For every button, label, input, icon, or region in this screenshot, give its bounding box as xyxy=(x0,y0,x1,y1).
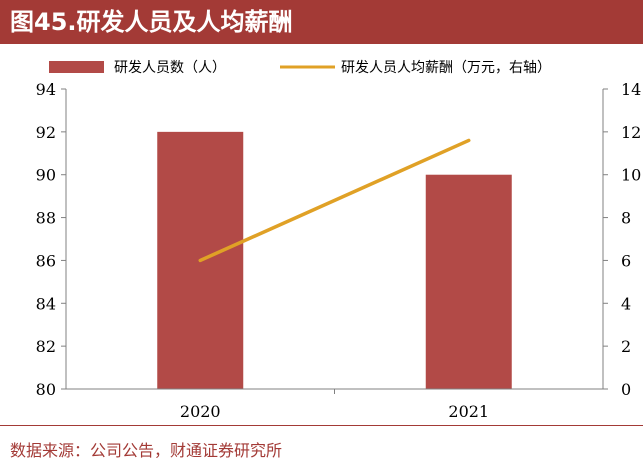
line-series-salary xyxy=(198,138,471,263)
title-bar: 图45.研发人员及人均薪酬 xyxy=(0,0,643,44)
source-note: 数据来源：公司公告，财通证券研究所 xyxy=(10,441,283,460)
y-right-tick-label: 2 xyxy=(621,337,631,356)
y-left-tick-label: 92 xyxy=(36,123,56,142)
y-left-tick-label: 90 xyxy=(36,166,56,185)
y-left-tick-label: 84 xyxy=(36,294,56,313)
chart-title: 图45.研发人员及人均薪酬 xyxy=(10,8,293,36)
y-right-tick-label: 10 xyxy=(621,166,641,185)
y-right-tick-label: 12 xyxy=(621,123,641,142)
y-right-tick-label: 8 xyxy=(621,209,631,228)
y-left-tick-label: 82 xyxy=(36,337,56,356)
y-left-tick-label: 86 xyxy=(36,251,56,270)
y-right-tick-label: 0 xyxy=(621,380,631,399)
legend-label-line: 研发人员人均薪酬（万元，右轴） xyxy=(341,60,551,76)
y-right-tick-label: 14 xyxy=(621,80,641,99)
bar-2021 xyxy=(425,174,512,389)
x-tick-label: 2020 xyxy=(180,402,221,421)
chart-area: 研发人员数（人） 研发人员人均薪酬（万元，右轴）80828486889092940… xyxy=(36,60,642,421)
y-right-tick-label: 4 xyxy=(621,294,631,313)
legend-swatch-bar xyxy=(49,61,104,73)
x-tick-label: 2021 xyxy=(448,402,489,421)
y-left-tick-label: 80 xyxy=(36,380,56,399)
y-left-tick-label: 94 xyxy=(36,80,56,99)
source-divider xyxy=(0,425,643,426)
legend-label-bar: 研发人员数（人） xyxy=(114,60,226,76)
y-left-tick-label: 88 xyxy=(36,209,56,228)
y-right-tick-label: 6 xyxy=(621,251,631,270)
